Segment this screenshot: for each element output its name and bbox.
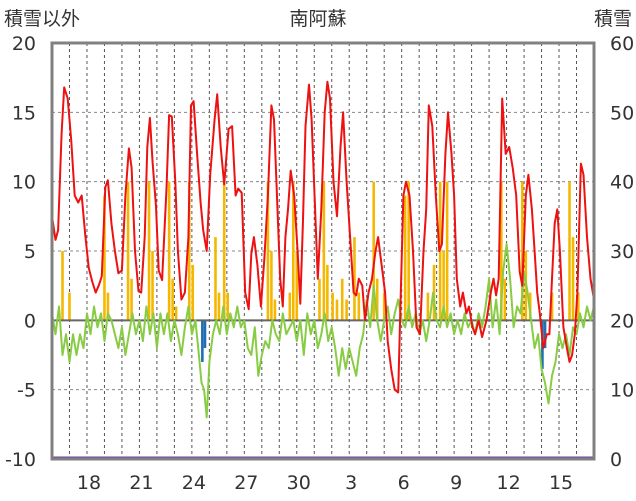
precip-bar bbox=[222, 181, 226, 321]
precip-bar bbox=[372, 181, 376, 321]
x-tick-label: 15 bbox=[549, 472, 573, 494]
right-tick-label: 10 bbox=[610, 380, 634, 402]
left-tick-label: 10 bbox=[12, 172, 36, 194]
x-tick-label: 9 bbox=[450, 472, 462, 494]
precip-bar bbox=[335, 299, 339, 321]
precip-bar bbox=[68, 292, 71, 321]
precip-bar bbox=[103, 195, 106, 321]
precip-bar bbox=[576, 292, 580, 321]
chart-title: 南阿蘇 bbox=[289, 8, 347, 30]
x-tick-label: 18 bbox=[77, 472, 101, 494]
right-tick-label: 60 bbox=[610, 33, 634, 55]
precip-bar bbox=[382, 292, 386, 321]
x-tick-label: 12 bbox=[496, 472, 520, 494]
precip-bar bbox=[291, 181, 295, 321]
left-tick-label: -10 bbox=[5, 449, 36, 471]
precip-bar bbox=[106, 292, 110, 321]
x-tick-label: 3 bbox=[345, 472, 357, 494]
left-tick-label: 5 bbox=[24, 241, 36, 263]
precip-bar bbox=[147, 181, 151, 321]
precip-bar bbox=[61, 251, 64, 321]
precip-bar bbox=[500, 181, 503, 321]
precip-bar bbox=[191, 264, 195, 321]
precip-bar bbox=[266, 181, 270, 321]
precip-bar bbox=[345, 299, 348, 321]
precip-bar bbox=[226, 292, 230, 321]
precip-bar bbox=[426, 292, 430, 321]
x-tick-label: 24 bbox=[182, 472, 206, 494]
precip-bar bbox=[288, 292, 292, 321]
precip-bar bbox=[375, 278, 379, 321]
precip-bar bbox=[151, 251, 154, 321]
negative-bar bbox=[201, 320, 204, 362]
precip-bar bbox=[521, 181, 524, 321]
negative-bar bbox=[543, 320, 547, 349]
left-tick-label: 20 bbox=[12, 33, 36, 55]
precip-bar bbox=[442, 251, 445, 321]
precip-bar bbox=[326, 264, 329, 321]
precip-bar bbox=[550, 292, 554, 321]
precip-bar bbox=[445, 181, 449, 321]
x-tick-label: 30 bbox=[287, 472, 311, 494]
precip-bar bbox=[167, 181, 171, 321]
precip-bar bbox=[270, 251, 273, 321]
right-tick-label: 20 bbox=[610, 310, 634, 332]
precip-bar bbox=[174, 306, 178, 321]
precip-bar bbox=[217, 292, 221, 321]
left-tick-label: 15 bbox=[12, 102, 36, 124]
precip-bar bbox=[571, 237, 575, 321]
left-tick-label: 0 bbox=[24, 310, 36, 332]
precip-bar bbox=[187, 181, 191, 321]
precip-bar bbox=[214, 237, 217, 321]
precip-bar bbox=[322, 181, 326, 321]
precip-bar bbox=[403, 195, 407, 321]
precip-bar bbox=[568, 181, 571, 321]
green-line bbox=[51, 243, 595, 419]
precip-bar bbox=[318, 278, 321, 321]
right-tick-label: 30 bbox=[610, 241, 634, 263]
negative-bar bbox=[203, 320, 207, 349]
precip-bar bbox=[357, 292, 361, 321]
precip-bar bbox=[295, 251, 299, 321]
left-tick-label: -5 bbox=[17, 380, 36, 402]
left-axis-title: 積雪以外 bbox=[4, 8, 81, 30]
precip-bar bbox=[407, 181, 410, 321]
x-tick-label: 27 bbox=[234, 472, 258, 494]
precip-bar bbox=[273, 299, 277, 321]
right-axis-title: 積雪 bbox=[593, 8, 632, 30]
precip-bar bbox=[353, 237, 356, 321]
precip-bar bbox=[130, 278, 133, 321]
plot-frame bbox=[50, 41, 596, 461]
precip-bar bbox=[331, 292, 334, 321]
precip-bar bbox=[171, 278, 174, 321]
right-tick-label: 0 bbox=[610, 449, 622, 471]
precip-bar bbox=[126, 181, 130, 321]
temperature-line bbox=[51, 80, 595, 394]
right-tick-label: 50 bbox=[610, 102, 634, 124]
x-tick-label: 21 bbox=[129, 472, 153, 494]
precip-bar bbox=[503, 278, 507, 321]
precip-bar bbox=[340, 278, 344, 321]
right-tick-label: 40 bbox=[610, 172, 634, 194]
x-tick-label: 6 bbox=[398, 472, 410, 494]
